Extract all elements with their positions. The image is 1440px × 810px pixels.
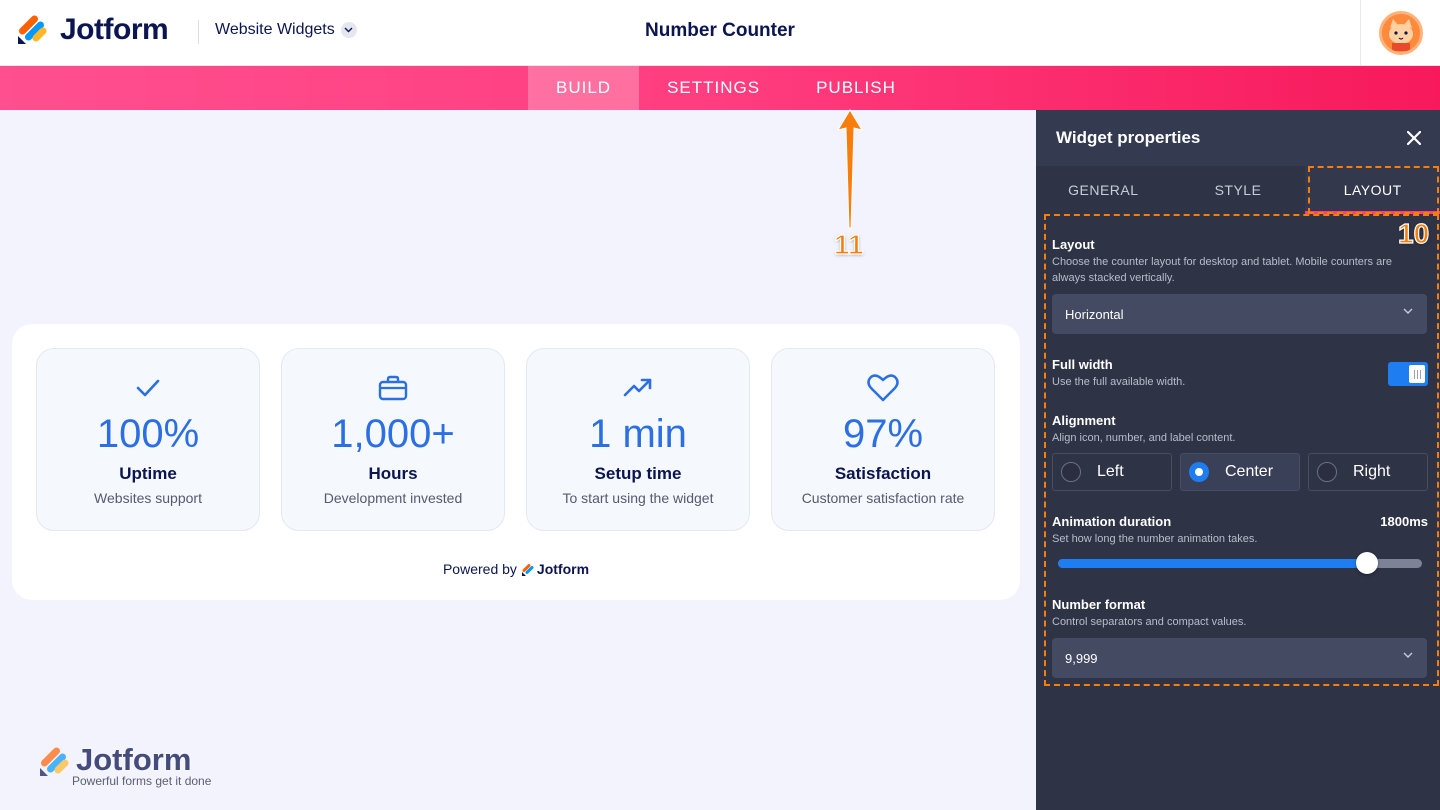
tab-general[interactable]: GENERAL xyxy=(1068,182,1139,198)
avatar-cat-icon xyxy=(1381,14,1420,52)
layout-title: Layout xyxy=(1052,237,1095,252)
product-switcher[interactable]: Website Widgets xyxy=(215,21,357,39)
stat-value: 97% xyxy=(842,412,924,456)
stat-value: 1 min xyxy=(589,412,687,456)
stat-description: Customer satisfaction rate xyxy=(801,490,965,506)
alignment-left-radio[interactable]: Left xyxy=(1052,453,1172,491)
watermark-brand: Jotform xyxy=(76,742,192,777)
builder-navbar: BUILD SETTINGS PUBLISH xyxy=(0,66,1440,110)
user-avatar[interactable] xyxy=(1378,11,1423,55)
radio-dot xyxy=(1317,462,1337,482)
top-header: Jotform Website Widgets Number Counter xyxy=(0,0,1440,66)
stat-description: Development invested xyxy=(323,490,463,506)
powered-by-brand: Jotform xyxy=(536,561,590,577)
heart-icon xyxy=(772,373,994,403)
panel-title: Widget properties xyxy=(1056,128,1201,147)
panel-header: Widget properties xyxy=(1036,110,1440,166)
powered-by[interactable]: Powered by Jotform xyxy=(12,561,1020,577)
slider-fill xyxy=(1058,559,1368,568)
stat-label: Satisfaction xyxy=(834,464,932,483)
radio-label: Left xyxy=(1097,463,1124,480)
chevron-down-icon xyxy=(340,22,357,38)
toggle-knob xyxy=(1409,365,1425,383)
jotform-watermark: Jotform Powerful forms get it done xyxy=(38,742,211,788)
widget-preview-card: 100% Uptime Websites support 1,000+ Hour… xyxy=(12,324,1020,600)
brand-name: Jotform xyxy=(60,13,169,46)
powered-by-text: Powered by xyxy=(442,561,517,577)
animation-duration-slider[interactable] xyxy=(1058,552,1422,574)
slider-thumb[interactable] xyxy=(1356,552,1379,574)
alignment-radio-group: Left Center Right xyxy=(1052,453,1428,491)
full-width-description: Use the full available width. xyxy=(1052,376,1186,388)
number-format-description: Control separators and compact values. xyxy=(1052,616,1247,628)
stat-card: 100% Uptime Websites support xyxy=(36,348,260,531)
alignment-title: Alignment xyxy=(1052,413,1116,428)
tab-layout[interactable]: LAYOUT xyxy=(1305,166,1440,214)
jotform-mini-icon xyxy=(521,563,534,576)
trending-up-icon xyxy=(527,373,749,403)
alignment-center-radio[interactable]: Center xyxy=(1180,453,1300,491)
stat-description: To start using the widget xyxy=(562,490,714,506)
stat-value: 1,000+ xyxy=(331,412,455,456)
annotation-arrow xyxy=(836,109,864,229)
stat-label: Uptime xyxy=(119,464,177,483)
radio-label: Right xyxy=(1353,463,1391,480)
jotform-logo[interactable]: Jotform xyxy=(16,13,169,47)
widget-properties-panel: Widget properties GENERAL STYLE LAYOUT 1… xyxy=(1036,110,1440,810)
radio-dot xyxy=(1061,462,1081,482)
number-format-select[interactable]: 9,999 xyxy=(1052,638,1427,678)
animation-duration-value: 1800ms xyxy=(1380,514,1428,529)
alignment-right-radio[interactable]: Right xyxy=(1308,453,1428,491)
watermark-tagline: Powerful forms get it done xyxy=(72,774,212,788)
watermark-logo-icon xyxy=(40,747,69,776)
layout-select[interactable]: Horizontal xyxy=(1052,294,1427,334)
stat-card: 1,000+ Hours Development invested xyxy=(281,348,505,531)
tab-style[interactable]: STYLE xyxy=(1214,182,1262,198)
animation-title: Animation duration xyxy=(1052,514,1172,529)
stat-description: Websites support xyxy=(94,490,202,506)
tab-build[interactable]: BUILD xyxy=(528,66,640,110)
stat-value: 100% xyxy=(96,412,200,456)
builder-tabs: BUILD SETTINGS PUBLISH xyxy=(528,66,924,110)
radio-label: Center xyxy=(1225,463,1274,480)
jotform-logo-icon xyxy=(18,15,47,44)
full-width-title: Full width xyxy=(1052,357,1113,372)
chevron-down-icon xyxy=(1403,652,1413,658)
header-divider xyxy=(198,20,199,44)
number-format-value: 9,999 xyxy=(1065,650,1098,666)
account-area xyxy=(1360,0,1440,66)
check-icon xyxy=(37,373,259,403)
briefcase-icon xyxy=(282,373,504,403)
layout-select-value: Horizontal xyxy=(1065,306,1124,322)
stat-label: Setup time xyxy=(594,464,682,483)
annotation-number-10: 10 xyxy=(1397,217,1430,249)
annotation-number-11: 11 xyxy=(833,228,864,260)
stat-card: 97% Satisfaction Customer satisfaction r… xyxy=(771,348,995,531)
tab-publish[interactable]: PUBLISH xyxy=(816,78,896,97)
radio-dot xyxy=(1189,462,1209,482)
layout-description: Choose the counter layout for desktop an… xyxy=(1052,256,1392,284)
stat-card: 1 min Setup time To start using the widg… xyxy=(526,348,750,531)
close-icon[interactable] xyxy=(1402,126,1426,150)
tab-settings[interactable]: SETTINGS xyxy=(667,78,761,97)
product-name: Website Widgets xyxy=(215,21,335,38)
number-format-title: Number format xyxy=(1052,597,1146,612)
panel-tabs: GENERAL STYLE LAYOUT xyxy=(1036,166,1440,214)
full-width-toggle[interactable] xyxy=(1388,362,1428,386)
animation-description: Set how long the number animation takes. xyxy=(1052,533,1258,545)
stat-label: Hours xyxy=(368,464,418,483)
alignment-description: Align icon, number, and label content. xyxy=(1052,432,1236,444)
chevron-down-icon xyxy=(1403,308,1413,314)
